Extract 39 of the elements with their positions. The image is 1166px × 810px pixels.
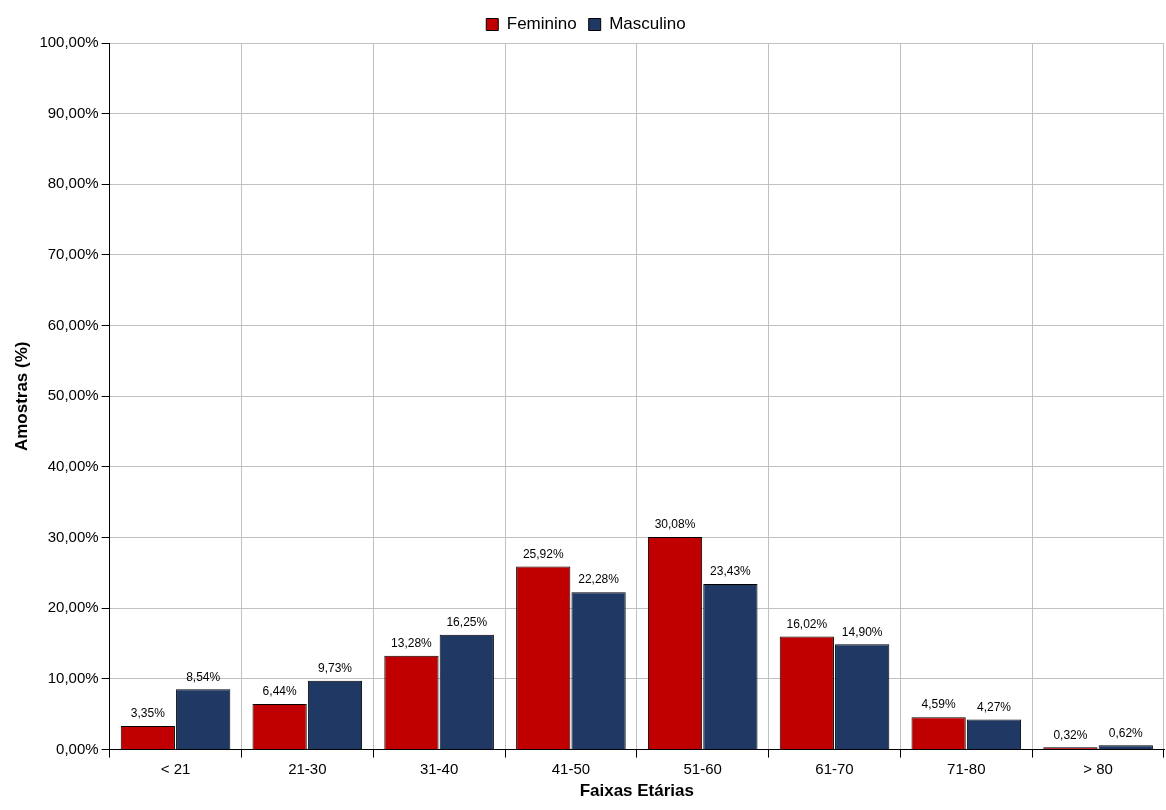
y-tick-label: 80,00%: [47, 174, 99, 192]
data-label: 3,35%: [130, 706, 166, 721]
y-tick-label: 60,00%: [47, 315, 99, 333]
data-label: 25,92%: [522, 546, 564, 561]
legend-label: Masculino: [609, 14, 686, 34]
x-tick-label: 31-40: [419, 759, 459, 777]
y-tick-label: 40,00%: [47, 457, 99, 475]
x-tick-label: 41-50: [551, 759, 591, 777]
y-tick-label: 0,00%: [56, 739, 99, 757]
data-label: 30,08%: [654, 517, 696, 532]
x-tick-label: > 80: [1083, 759, 1113, 777]
x-axis-title: Faixas Etárias: [579, 781, 694, 801]
x-tick-label: < 21: [160, 759, 191, 777]
data-label: 0,32%: [1053, 727, 1088, 742]
data-label: 0,62%: [1108, 725, 1144, 740]
data-label: 14,90%: [841, 624, 883, 639]
y-tick-label: 100,00%: [39, 33, 99, 51]
y-tick-label: 30,00%: [47, 527, 99, 545]
y-axis-title: Amostras (%): [11, 341, 31, 452]
data-label: 16,25%: [446, 615, 488, 630]
data-label: 22,28%: [578, 572, 620, 587]
y-tick-label: 10,00%: [47, 669, 99, 687]
y-tick-label: 20,00%: [47, 598, 99, 616]
data-label: 9,73%: [317, 661, 353, 676]
data-label: 4,59%: [921, 697, 956, 712]
y-tick-label: 50,00%: [47, 386, 99, 404]
data-label: 6,44%: [262, 684, 297, 699]
y-tick-label: 90,00%: [47, 103, 99, 121]
data-label: 13,28%: [391, 636, 433, 651]
data-label: 8,54%: [186, 669, 221, 684]
legend-label: Feminino: [506, 14, 577, 34]
x-tick-label: 71-80: [947, 759, 986, 777]
data-label: 23,43%: [710, 564, 752, 579]
data-label: 16,02%: [786, 616, 828, 631]
x-tick-label: 21-30: [288, 759, 327, 777]
data-label: 4,27%: [976, 699, 1012, 714]
x-tick-label: 51-60: [683, 759, 722, 777]
y-tick-label: 70,00%: [47, 245, 99, 263]
x-tick-label: 61-70: [815, 759, 854, 777]
